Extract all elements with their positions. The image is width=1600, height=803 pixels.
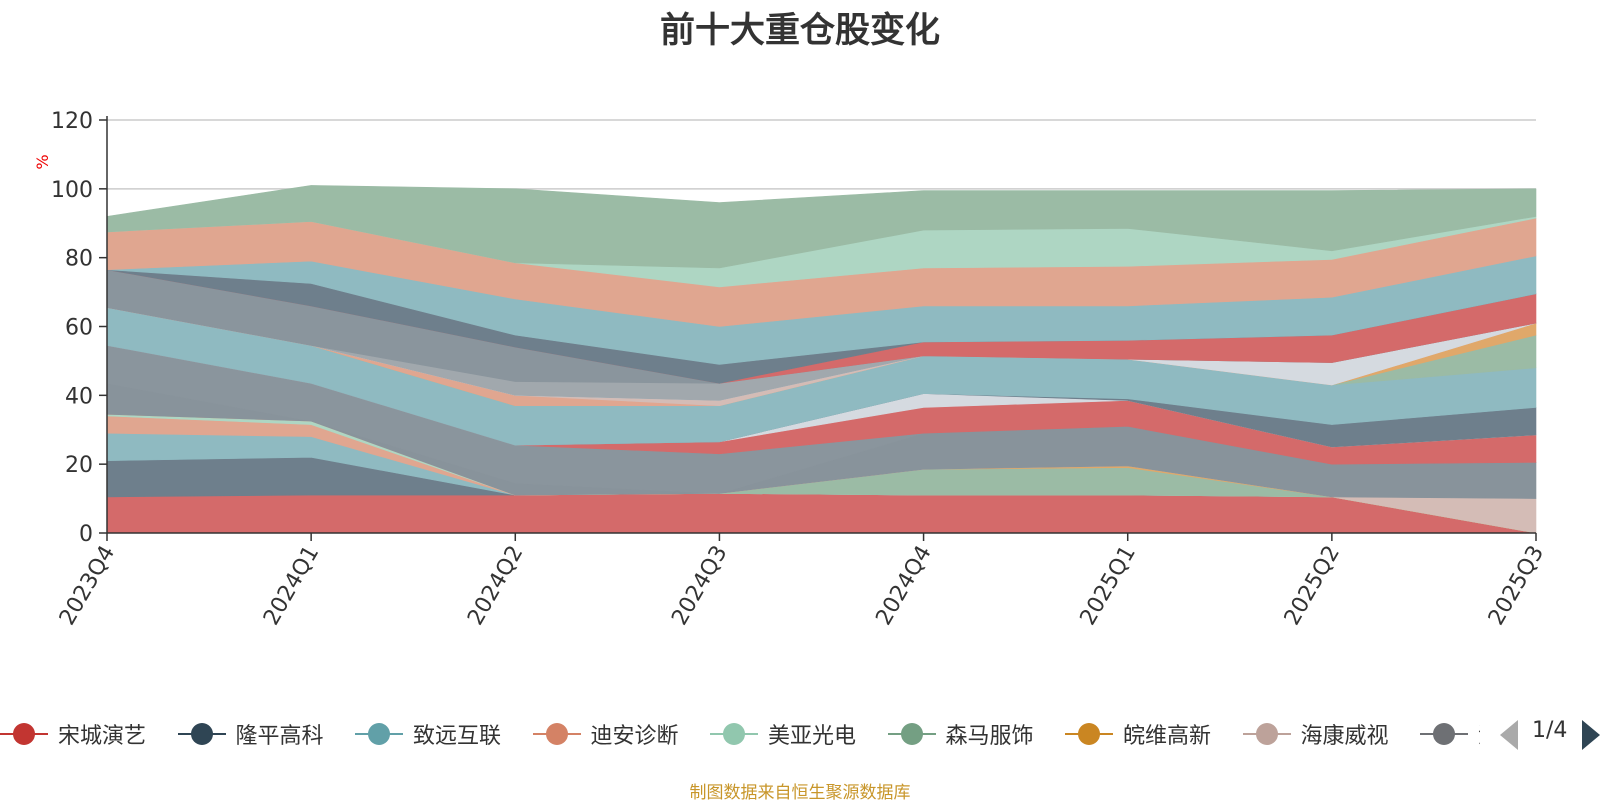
x-tick-label: 2024Q4 [871, 542, 936, 630]
legend-marker-icon [1242, 716, 1291, 752]
area-series-1[interactable] [106, 493, 1537, 534]
chart-plot: 0 20 40 60 80 100 120 2023Q4 2024Q1 2024Q2 2024Q3 2… [33, 109, 1549, 630]
x-tick-label: 2025Q2 [1280, 542, 1345, 630]
y-tick-label: 0 [79, 522, 93, 547]
legend-item[interactable]: 海康威视 [1242, 716, 1389, 752]
legend-marker-icon [710, 716, 758, 752]
legend-marker-icon [177, 716, 226, 752]
legend-pager: 1/4 [1500, 716, 1600, 752]
legend-item[interactable]: 隆平高科 [177, 716, 324, 752]
legend-label: 森马服饰 [945, 724, 1034, 749]
legend-item[interactable]: 浙 [1420, 716, 1480, 752]
legend-item[interactable]: 美亚光电 [710, 716, 856, 752]
legend-item[interactable]: 皖维高新 [1065, 716, 1211, 752]
legend-marker-icon [887, 716, 936, 752]
legend-marker-icon [355, 716, 403, 752]
legend: 宋城演艺 隆平高科 致远互联 迪安诊断 美亚光电 森马服饰 皖维高新 海康威视 浙 [0, 716, 1480, 752]
legend-item[interactable]: 森马服饰 [887, 716, 1034, 752]
legend-label: 美亚光电 [768, 724, 857, 749]
y-tick-label: 100 [51, 178, 93, 203]
legend-label: 迪安诊断 [590, 724, 679, 749]
chart-title: 前十大重仓股变化 [659, 11, 940, 51]
legend-marker-icon [0, 716, 48, 752]
legend-item[interactable]: 宋城演艺 [0, 716, 146, 752]
legend-next-arrow-icon[interactable] [1582, 720, 1600, 750]
y-tick-label: 120 [51, 109, 93, 134]
legend-page-indicator: 1/4 [1532, 718, 1568, 743]
area-series [106, 185, 1537, 534]
x-tick-label: 2024Q2 [463, 542, 528, 630]
legend-label: 皖维高新 [1123, 724, 1212, 749]
legend-item[interactable]: 致远互联 [355, 716, 501, 752]
legend-label: 浙 [1478, 718, 1480, 750]
legend-label: 宋城演艺 [58, 724, 147, 749]
x-tick-label: 2025Q1 [1076, 542, 1141, 630]
y-tick-label: 60 [65, 316, 93, 341]
legend-marker-icon [532, 716, 581, 752]
legend-marker-icon [1420, 716, 1468, 752]
y-tick-label: 80 [65, 247, 93, 272]
y-tick-label: 20 [65, 453, 93, 478]
x-tick-label: 2024Q3 [667, 542, 732, 630]
x-tick-label: 2024Q1 [259, 542, 324, 630]
legend-marker-icon [1065, 716, 1113, 752]
x-tick-label: 2023Q4 [55, 542, 120, 630]
x-tick-label: 2025Q3 [1484, 542, 1549, 630]
y-axis-label: % [33, 154, 52, 169]
y-tick-label: 40 [65, 384, 93, 409]
legend-label: 海康威视 [1300, 724, 1389, 749]
legend-label: 致远互联 [413, 724, 502, 749]
legend-prev-arrow-icon[interactable] [1500, 720, 1518, 750]
legend-item[interactable]: 迪安诊断 [532, 716, 679, 752]
data-source-note: 制图数据来自恒生聚源数据库 [689, 783, 911, 803]
legend-label: 隆平高科 [235, 724, 324, 749]
area-series-27[interactable] [106, 185, 1537, 269]
